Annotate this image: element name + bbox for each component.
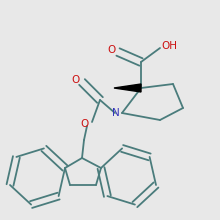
Text: O: O <box>71 75 79 85</box>
Polygon shape <box>114 84 141 92</box>
Text: O: O <box>80 119 88 129</box>
Text: O: O <box>107 45 115 55</box>
Text: N: N <box>112 108 120 118</box>
Text: OH: OH <box>161 41 177 51</box>
